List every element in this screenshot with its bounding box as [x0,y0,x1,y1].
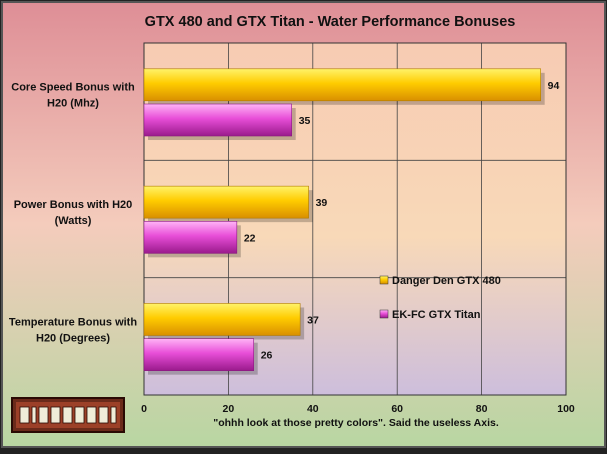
data-label: 39 [316,197,328,209]
plot-area [144,43,566,395]
data-label: 94 [548,80,560,92]
bar-gtx480 [143,303,301,336]
category-label: H20 (Degrees) [36,332,110,344]
legend-swatch [379,275,389,285]
category-label: Power Bonus with H20 [14,199,133,211]
data-label: 26 [261,350,273,362]
category-labels: Core Speed Bonus with H20 (Mhz) Power Bonu… [9,82,137,345]
bar-titan [143,221,238,254]
x-tick-label: 80 [476,403,488,415]
legend: Danger Den GTX 480 EK-FC GTX Titan [379,275,501,321]
legend-label: Danger Den GTX 480 [392,275,501,287]
legend-label: EK-FC GTX Titan [392,309,481,321]
x-tick-label: 100 [557,403,575,415]
chart-title: GTX 480 and GTX Titan - Water Performanc… [145,14,516,30]
x-tick-label: 0 [141,403,147,415]
category-label: Temperature Bonus with [9,316,137,328]
bar-gtx480 [143,185,309,219]
x-tick-labels: 0 20 40 60 80 100 [141,403,575,415]
bar-gtx480 [143,68,541,102]
x-axis-title: "ohhh look at those pretty colors". Said… [213,417,499,429]
bar-titan [143,338,255,371]
legend-swatch [379,309,389,319]
x-tick-label: 40 [307,403,319,415]
bars [143,68,545,375]
data-label: 35 [299,115,311,127]
category-label: Core Speed Bonus with [11,82,135,94]
category-label: (Watts) [55,215,92,227]
value-labels: 94 39 37 35 22 26 [244,80,560,362]
plot-border [143,42,567,396]
bar-titan [143,103,292,137]
grid-lines [143,42,567,396]
logo [11,397,125,433]
x-tick-label: 60 [391,403,403,415]
data-label: 22 [244,232,256,244]
x-tick-label: 20 [223,403,235,415]
data-label: 37 [307,314,319,326]
category-label: H20 (Mhz) [47,98,99,110]
